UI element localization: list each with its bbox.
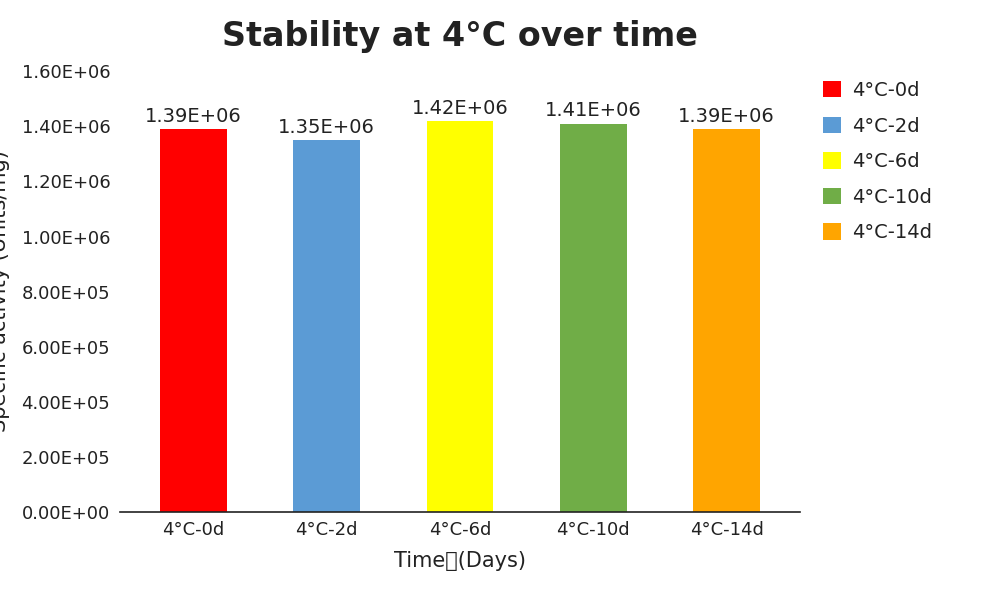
Text: 1.39E+06: 1.39E+06 [145,107,242,126]
Bar [693,129,760,512]
Title: Stability at 4°C over time: Stability at 4°C over time [222,20,698,54]
X-axis label: Time　(Days): Time (Days) [394,550,526,571]
Legend: 4°C-0d, 4°C-2d, 4°C-6d, 4°C-10d, 4°C-14d: 4°C-0d, 4°C-2d, 4°C-6d, 4°C-10d, 4°C-14d [823,81,932,242]
Text: 1.41E+06: 1.41E+06 [545,101,642,120]
Bar [293,140,360,512]
Text: 1.39E+06: 1.39E+06 [678,107,775,126]
Y-axis label: Specific activity (Units/mg): Specific activity (Units/mg) [0,151,10,433]
Bar [160,129,227,512]
Text: 1.42E+06: 1.42E+06 [412,99,508,118]
Text: 1.35E+06: 1.35E+06 [278,118,375,137]
Bar [427,121,493,512]
Bar [560,124,627,512]
